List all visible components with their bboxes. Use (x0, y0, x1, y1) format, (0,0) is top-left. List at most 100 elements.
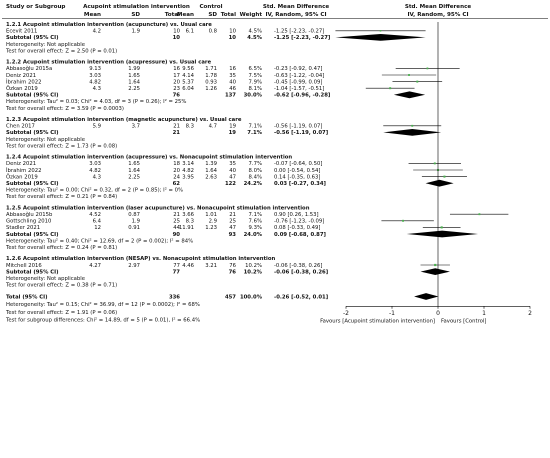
subtotal-diamond (393, 91, 426, 99)
subtotal-label: Subtotal (95% CI) (6, 130, 59, 136)
study-square (426, 67, 429, 70)
header-plot-title: Std. Mean Difference (405, 4, 472, 10)
study-mean1: 4.27 (89, 263, 101, 269)
x-tick-label: -1 (389, 310, 395, 317)
study-square (379, 30, 382, 32)
subtotal-label: Subtotal (95% CI) (6, 269, 59, 275)
study-sd1: 1.64 (128, 79, 140, 85)
study-total2: 40 (229, 168, 236, 174)
total-n1: 336 (169, 294, 180, 300)
study-weight: 7.7% (249, 161, 262, 167)
study-mean2: 5.37 (182, 79, 194, 85)
heterogeneity-text: Heterogeneity: Not applicable (6, 42, 85, 48)
study-ci: -0.23 [-0.92, 0.47] (274, 66, 322, 72)
study-weight: 4.5% (249, 29, 262, 35)
study-sd2: 1.64 (205, 168, 217, 174)
study-sd2: 1.78 (205, 73, 217, 79)
study-square (389, 87, 392, 90)
footer-text: Test for subgroup differences: Chi² = 14… (5, 317, 200, 324)
study-name: Chen 2017 (6, 124, 35, 130)
footer-text: Heterogeneity: Tau² = 0.15; Chi² = 36.99… (6, 301, 200, 308)
study-square (434, 263, 437, 267)
total-diamond (414, 293, 439, 300)
header-sd1: SD (131, 12, 140, 18)
study-weight: 10.2% (245, 263, 262, 269)
study-mean1: 9.13 (89, 66, 101, 72)
subtotal-diamond (420, 268, 450, 275)
study-total1: 21 (173, 212, 180, 218)
study-total2: 47 (229, 174, 236, 180)
subtotal-total2: 93 (229, 232, 237, 238)
total-ci: -0.26 [-0.52, 0.01] (274, 294, 328, 300)
total-n2: 457 (225, 294, 236, 300)
study-sd1: 2.97 (128, 263, 140, 269)
subtotal-total2: 137 (225, 93, 236, 99)
subtotal-total1: 21 (173, 130, 181, 136)
subtotal-label: Subtotal (95% CI) (6, 181, 59, 187)
header-weight: Weight (240, 12, 263, 18)
study-square (408, 74, 410, 76)
subtotal-weight: 30.0% (244, 93, 263, 99)
study-sd1: 0.87 (128, 212, 140, 218)
study-sd2: 0.8 (209, 29, 218, 35)
header-sd2: SD (208, 12, 217, 18)
study-mean1: 4.52 (89, 212, 101, 218)
study-name: Abbasoğlu 2015a (6, 65, 52, 72)
study-ci: -0.07 [-0.64, 0.50] (274, 161, 322, 167)
heterogeneity-text: Heterogeneity: Not applicable (6, 137, 85, 143)
header-group2: Control (199, 4, 222, 10)
study-square (478, 213, 481, 216)
header-plot-method: IV, Random, 95% CI (407, 12, 468, 18)
subtotal-total1: 10 (173, 35, 181, 41)
study-sd1: 2.25 (128, 86, 140, 92)
study-sd2: 1.23 (205, 225, 217, 231)
study-name: Stadler 2021 (6, 225, 40, 231)
study-weight: 9.3% (249, 225, 262, 231)
study-mean1: 3.03 (89, 73, 101, 79)
heterogeneity-text: Heterogeneity: Tau² = 0.00; Chi² = 0.32,… (6, 187, 183, 194)
study-name: Ecevit 2011 (6, 29, 37, 35)
subtotal-weight: 4.5% (247, 35, 262, 41)
header-mean2: Mean (177, 12, 194, 18)
study-total2: 47 (229, 225, 236, 231)
study-weight: 8.1% (249, 86, 262, 92)
study-ci: 0.90 [0.26, 1.53] (274, 212, 319, 218)
study-mean1: 12 (94, 225, 101, 231)
header-total1: Total (165, 12, 180, 18)
study-mean2: 6.04 (182, 86, 194, 92)
study-square (443, 175, 446, 178)
study-sd2: 1.71 (205, 66, 217, 72)
study-total2: 35 (229, 73, 236, 79)
subtotal-total2: 10 (229, 35, 237, 41)
subtotal-label: Subtotal (95% CI) (6, 232, 59, 238)
subtotal-diamond (406, 230, 479, 238)
study-ci: -0.56 [-1.19, 0.07] (274, 124, 322, 130)
header-total2: Total (221, 12, 236, 18)
study-name: İbrahim 2022 (6, 167, 42, 174)
subtotal-diamond (335, 34, 426, 41)
heterogeneity-text: Heterogeneity: Tau² = 0.40; Chi² = 12.69… (6, 237, 193, 244)
study-sd1: 1.9 (132, 219, 140, 225)
subtotal-total1: 62 (173, 181, 181, 187)
subtotal-ci: -0.62 [-0.96, -0.28] (274, 93, 330, 99)
subtotal-total2: 122 (225, 181, 236, 187)
study-name: Abbasoğlu 2015b (6, 211, 53, 218)
study-total1: 18 (173, 161, 180, 167)
heterogeneity-text: Heterogeneity: Not applicable (6, 276, 85, 282)
study-ci: 0.08 [-0.33, 0.49] (274, 225, 320, 231)
study-sd1: 1.65 (128, 161, 140, 167)
study-mean2: 4.14 (182, 73, 194, 79)
footer-text: Test for overall effect: Z = 1.91 (P = 0… (5, 310, 117, 316)
study-square (440, 226, 443, 229)
study-mean1: 4.82 (89, 79, 101, 85)
x-tick-label: -2 (343, 310, 349, 317)
subtotal-diamond (425, 179, 454, 187)
study-sd1: 1.99 (128, 66, 140, 72)
study-ci: -0.06 [-0.38, 0.26] (274, 263, 322, 269)
subgroup-title: 1.2.3 Acupoint stimulation intervention … (6, 117, 242, 123)
study-mean2: 6.1 (186, 29, 194, 35)
study-total2: 40 (229, 79, 236, 85)
study-mean2: 3.66 (182, 212, 194, 218)
